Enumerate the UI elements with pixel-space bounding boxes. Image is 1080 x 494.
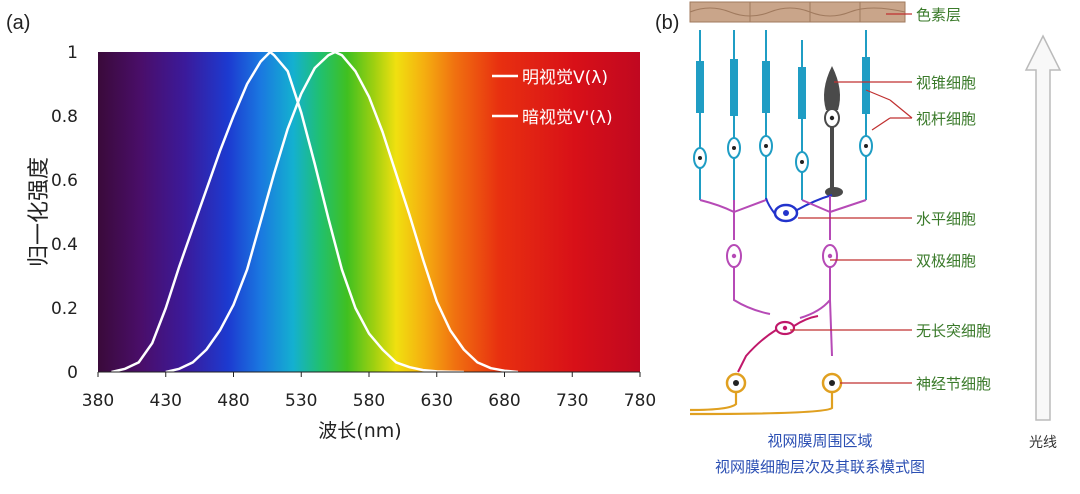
light-label: 光线 xyxy=(1029,435,1057,451)
label-bipolar: 双极细胞 xyxy=(916,252,976,270)
horizontal-cell xyxy=(765,194,833,223)
x-axis-label: 波长(nm) xyxy=(318,420,401,442)
series-scotopic-curve xyxy=(111,50,464,374)
y-tick-label: 1 xyxy=(67,43,78,63)
y-tick-label: 0 xyxy=(67,363,78,383)
retina-diagram: 光线 xyxy=(650,0,1080,490)
x-tick-label: 630 xyxy=(421,391,453,411)
amacrine-cell xyxy=(737,315,819,373)
legend: 明视觉V(λ) 暗视觉V'(λ) xyxy=(492,68,613,128)
retina-svg: 光线 xyxy=(689,1,1062,476)
chart-svg: 380 430 480 530 580 630 680 730 780 0 0.2 0.4 0.6 0.8… xyxy=(27,43,656,442)
label-ganglion: 神经节细胞 xyxy=(916,375,991,393)
label-rod: 视杆细胞 xyxy=(916,110,976,128)
bipolar-cells xyxy=(699,196,867,357)
label-amacrine: 无长突细胞 xyxy=(916,322,991,340)
x-tick-label: 580 xyxy=(353,391,385,411)
caption-line-1: 视网膜周围区域 xyxy=(767,432,872,450)
y-tick-label: 0.6 xyxy=(51,171,78,191)
y-axis-label: 归一化强度 xyxy=(27,157,52,267)
rod-cells xyxy=(693,30,873,200)
label-horizontal: 水平细胞 xyxy=(916,210,976,228)
caption-line-2: 视网膜细胞层次及其联系模式图 xyxy=(715,458,925,476)
series-photopic-curve xyxy=(165,50,519,374)
ganglion-cells xyxy=(689,372,843,416)
legend-label-scotopic: 暗视觉V'(λ) xyxy=(522,108,613,128)
y-tick-label: 0.8 xyxy=(51,107,78,127)
x-tick-label: 730 xyxy=(556,391,588,411)
x-tick-label: 430 xyxy=(150,391,182,411)
y-tick-label: 0.2 xyxy=(51,299,78,319)
x-tick-label: 380 xyxy=(82,391,114,411)
x-tick-label: 480 xyxy=(217,391,249,411)
light-arrow xyxy=(1024,34,1062,421)
x-tick-label: 780 xyxy=(624,391,656,411)
label-cone: 视锥细胞 xyxy=(916,74,976,92)
panel-b-label: (b) xyxy=(655,12,680,34)
panel-a-label: (a) xyxy=(6,12,31,34)
leader-lines xyxy=(790,13,913,384)
legend-label-photopic: 明视觉V(λ) xyxy=(522,68,608,88)
curves-group xyxy=(111,50,519,374)
x-tick-label: 530 xyxy=(285,391,317,411)
pigment-layer xyxy=(689,1,906,23)
spectral-sensitivity-chart: 380 430 480 530 580 630 680 730 780 0 0.2 0.4 0.6 0.8… xyxy=(27,43,656,442)
diagram-labels: 色素层 视锥细胞 视杆细胞 水平细胞 双极细胞 无长突细胞 神经节细胞 xyxy=(916,6,991,393)
y-tick-label: 0.4 xyxy=(51,235,78,255)
spectrum-background xyxy=(98,52,640,372)
cone-cell xyxy=(824,66,843,197)
x-tick-label: 680 xyxy=(488,391,520,411)
label-pigment: 色素层 xyxy=(916,6,961,24)
axes-group: 380 430 480 530 580 630 680 730 780 0 0.2 0.4 0.6 0.8… xyxy=(51,43,656,411)
